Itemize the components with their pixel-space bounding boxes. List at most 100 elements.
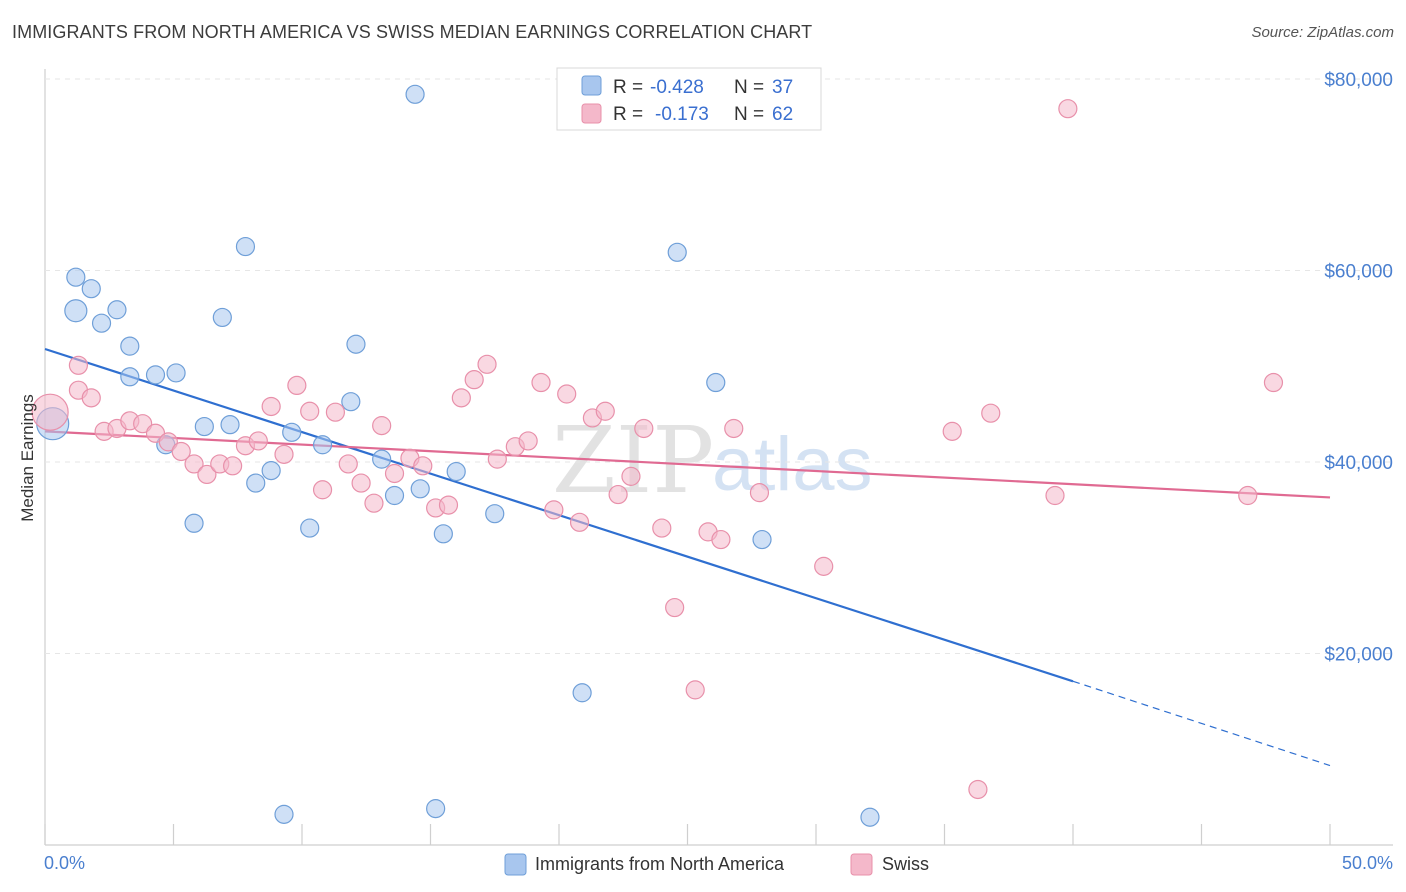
point-series-1-38	[531, 372, 551, 393]
point-series-0-6	[120, 336, 140, 356]
point-series-1-35	[487, 449, 507, 469]
point-series-0-30	[667, 242, 687, 262]
bottom-legend-label-swiss: Swiss	[882, 854, 929, 874]
point-series-1-45	[621, 466, 641, 486]
legend-n-value-1: 37	[772, 77, 793, 98]
point-series-1-56	[981, 403, 1001, 423]
x-tick-marks	[44, 824, 1331, 845]
point-series-1-33	[464, 370, 484, 390]
y-tick-label-80000: $80,000	[1324, 70, 1393, 91]
y-axis-label: Median Earnings	[18, 394, 37, 522]
x-tick-label-min: 0.0%	[44, 853, 85, 873]
point-series-0-2	[66, 267, 86, 287]
point-series-1-25	[364, 493, 384, 513]
point-series-1-39	[544, 500, 564, 520]
point-series-1-52	[724, 418, 744, 439]
bottom-legend-swatch-swiss	[850, 853, 873, 876]
point-series-0-5	[107, 300, 127, 320]
point-series-0-11	[194, 416, 214, 437]
point-series-1-51	[711, 529, 731, 550]
legend-n-label-1: N =	[734, 77, 764, 98]
legend-n-value-2: 62	[772, 104, 793, 125]
point-series-1-40	[557, 384, 577, 404]
point-series-1-37	[518, 431, 538, 451]
point-series-1-43	[595, 401, 615, 421]
point-series-1-48	[665, 597, 685, 618]
point-series-1-58	[1058, 99, 1078, 119]
point-series-1-10	[171, 441, 191, 462]
point-series-0-21	[341, 392, 361, 412]
legend-r-label-1: R =	[613, 77, 643, 98]
point-series-0-16	[246, 473, 266, 493]
point-series-1-49	[685, 680, 705, 700]
chart-source: Source: ZipAtlas.com	[1251, 24, 1394, 41]
y-tick-label-60000: $60,000	[1324, 262, 1393, 283]
trend-line-dashed-series-0	[1072, 680, 1331, 767]
point-series-1-27	[384, 463, 405, 484]
point-series-0-35	[426, 799, 446, 819]
point-series-0-4	[91, 313, 112, 333]
point-series-1-60	[1263, 372, 1284, 393]
point-series-0-31	[706, 372, 726, 393]
point-series-0-14	[220, 415, 240, 435]
point-series-0-1	[64, 299, 88, 323]
point-series-0-9	[166, 363, 186, 383]
point-series-0-8	[145, 365, 166, 385]
point-series-0-18	[282, 422, 302, 442]
point-series-1-12	[197, 464, 217, 485]
y-tick-label-40000: $40,000	[1324, 453, 1393, 474]
point-series-1-29	[413, 456, 433, 476]
chart-title: IMMIGRANTS FROM NORTH AMERICA VS SWISS M…	[12, 22, 813, 42]
point-series-1-1	[68, 355, 89, 375]
bottom-legend-label-immigrants: Immigrants from North America	[535, 854, 785, 874]
point-series-0-3	[81, 279, 101, 299]
point-series-1-16	[248, 431, 268, 451]
point-series-1-26	[372, 416, 392, 436]
point-series-1-55	[942, 421, 962, 441]
point-series-0-19	[300, 518, 320, 538]
point-series-1-23	[338, 454, 358, 474]
point-series-1-21	[312, 480, 333, 500]
point-series-0-34	[274, 804, 294, 824]
point-series-0-12	[184, 513, 204, 533]
point-series-0-7	[120, 367, 140, 387]
point-series-0-28	[433, 524, 453, 544]
point-series-0-24	[384, 485, 405, 506]
legend-r-value-1: -0.428	[650, 77, 704, 98]
point-series-0-26	[405, 84, 425, 104]
series-legend: Immigrants from North America Swiss	[504, 853, 929, 876]
point-series-1-61	[968, 779, 988, 800]
point-series-1-9	[158, 432, 178, 452]
point-series-0-13	[212, 307, 232, 328]
point-series-1-0	[31, 393, 69, 431]
point-series-0-29	[485, 504, 505, 524]
point-series-1-11	[184, 454, 204, 474]
legend-swatch-immigrants	[581, 75, 602, 96]
point-series-0-17	[261, 461, 281, 481]
point-series-1-22	[325, 402, 346, 422]
legend-r-value-2: -0.173	[655, 104, 709, 125]
point-series-1-46	[634, 418, 654, 439]
point-series-1-7	[133, 414, 153, 434]
point-series-0-23	[372, 449, 392, 469]
point-series-1-31	[438, 495, 459, 515]
point-series-1-59	[1238, 485, 1258, 506]
point-series-0-15	[235, 236, 256, 257]
bottom-legend-swatch-immigrants	[504, 853, 527, 876]
point-series-0-33	[572, 683, 592, 703]
point-series-1-19	[287, 375, 307, 395]
point-series-1-32	[451, 388, 471, 408]
point-series-1-34	[477, 354, 497, 374]
point-series-0-25	[410, 479, 430, 499]
point-series-0-32	[752, 529, 772, 550]
correlation-legend: R = -0.428 N = 37 R = -0.173 N = 62	[556, 67, 822, 131]
point-series-0-22	[346, 334, 366, 354]
point-series-1-3	[81, 388, 101, 408]
legend-swatch-swiss	[581, 103, 602, 124]
point-series-1-14	[223, 456, 243, 476]
point-series-1-17	[261, 396, 281, 417]
data-points	[31, 84, 1284, 827]
legend-n-label-2: N =	[734, 104, 764, 125]
y-tick-label-20000: $20,000	[1324, 645, 1393, 666]
